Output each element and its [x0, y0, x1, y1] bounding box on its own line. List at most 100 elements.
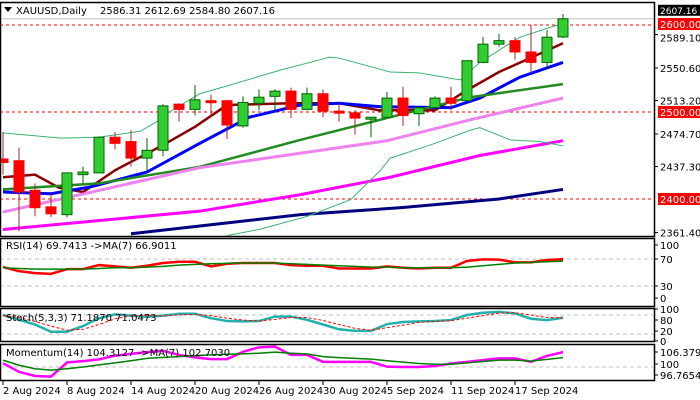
dropdown-triangle-icon[interactable]	[4, 7, 12, 12]
candle	[141, 138, 153, 172]
indicator-plot	[1, 310, 654, 335]
candle	[269, 89, 281, 111]
candle	[109, 132, 121, 150]
candle	[13, 147, 25, 232]
candle-body	[413, 107, 425, 115]
candle-body	[429, 97, 441, 109]
main-plot	[1, 13, 654, 236]
candle	[509, 37, 521, 60]
indicator-axis-label: 80	[660, 316, 673, 327]
candle-body	[1, 158, 9, 163]
candle-body	[221, 100, 233, 126]
moving-average-line	[2, 139, 564, 231]
candle	[493, 33, 505, 47]
candle-body	[173, 103, 185, 110]
price-axis-label: 2550.60	[660, 64, 700, 75]
date-axis-label: 5 Sep 2024	[387, 386, 444, 397]
price-axis-label: 2361.40	[660, 229, 700, 240]
stoch-title: Stoch(5,3,3) 71.1870 71.0473	[6, 313, 157, 324]
candle-body	[13, 160, 25, 193]
candle-body	[333, 110, 345, 114]
candle-body	[93, 136, 105, 174]
candle-body	[477, 43, 489, 63]
candle	[29, 183, 41, 217]
candle-body	[445, 97, 457, 104]
candle-body	[461, 60, 473, 102]
candle-body	[301, 93, 313, 110]
candle-body	[397, 97, 409, 116]
candle	[477, 37, 489, 64]
date-axis-label: 30 Aug 2024	[323, 386, 387, 397]
price-axis-label: 2513.20	[660, 97, 700, 108]
candle-body	[205, 100, 217, 104]
candle-body	[285, 90, 297, 110]
candle-body	[125, 141, 137, 159]
candle-body	[45, 206, 57, 215]
moving-average-line	[2, 96, 564, 214]
indicator-axis-label: 70	[660, 255, 673, 266]
candle-body	[557, 18, 569, 38]
candle	[221, 99, 233, 139]
candle	[173, 103, 185, 122]
moving-average-line	[2, 22, 564, 139]
candle-body	[509, 40, 521, 53]
candle	[1, 132, 9, 175]
date-axis-label: 26 Aug 2024	[259, 386, 323, 397]
indicator-plot	[1, 345, 654, 378]
candle-body	[269, 90, 281, 97]
candle	[381, 91, 393, 118]
candle-body	[365, 116, 377, 120]
rsi-pane	[0, 237, 656, 308]
current-price-badge	[658, 4, 700, 16]
candle	[541, 30, 553, 70]
candle	[413, 107, 425, 126]
candle-body	[77, 171, 89, 176]
candle-body	[253, 96, 265, 104]
candle-body	[317, 93, 329, 112]
indicator-axis-label: 30	[660, 282, 673, 293]
indicator-axis-label: 96.7654	[660, 371, 700, 382]
indicator-line	[2, 310, 564, 334]
level-price-badge	[658, 106, 700, 118]
moving-average-line	[2, 60, 564, 196]
candle	[93, 136, 105, 174]
moving-average-line	[130, 187, 564, 236]
indicator-line	[2, 351, 564, 371]
candle-body	[29, 189, 41, 209]
indicator-axis-label: 106.3799	[660, 348, 700, 359]
candle-body	[157, 105, 169, 151]
level-price-label: 2600.00	[660, 20, 700, 31]
candle	[557, 13, 569, 39]
indicator-axis-label: 100	[660, 305, 679, 316]
candle	[45, 193, 57, 218]
price-axis-label: 2589.10	[660, 33, 700, 44]
candle	[205, 94, 217, 118]
candle	[285, 87, 297, 119]
candle-body	[493, 40, 505, 45]
date-axis-label: 11 Sep 2024	[451, 386, 514, 397]
candle	[125, 130, 137, 167]
candle-body	[381, 97, 393, 118]
candle	[189, 85, 201, 116]
main-pane	[0, 1, 656, 238]
candle-body	[61, 172, 73, 216]
candle	[253, 89, 265, 111]
date-axis-label: 20 Aug 2024	[195, 386, 259, 397]
indicator-line	[2, 260, 564, 270]
date-axis-label: 17 Sep 2024	[515, 386, 578, 397]
indicator-line	[2, 312, 564, 331]
candle	[461, 60, 473, 102]
candle-body	[349, 112, 361, 119]
candle-body	[525, 51, 537, 63]
candle-body	[237, 101, 249, 127]
indicator-axis-label: 100	[660, 360, 679, 371]
candle	[237, 96, 249, 128]
level-price-label: 2400.00	[660, 195, 700, 206]
date-axis-label: 8 Aug 2024	[67, 386, 125, 397]
indicator-line	[2, 345, 564, 378]
candle-body	[189, 99, 201, 110]
indicator-plot	[1, 257, 654, 287]
candle	[61, 172, 73, 218]
